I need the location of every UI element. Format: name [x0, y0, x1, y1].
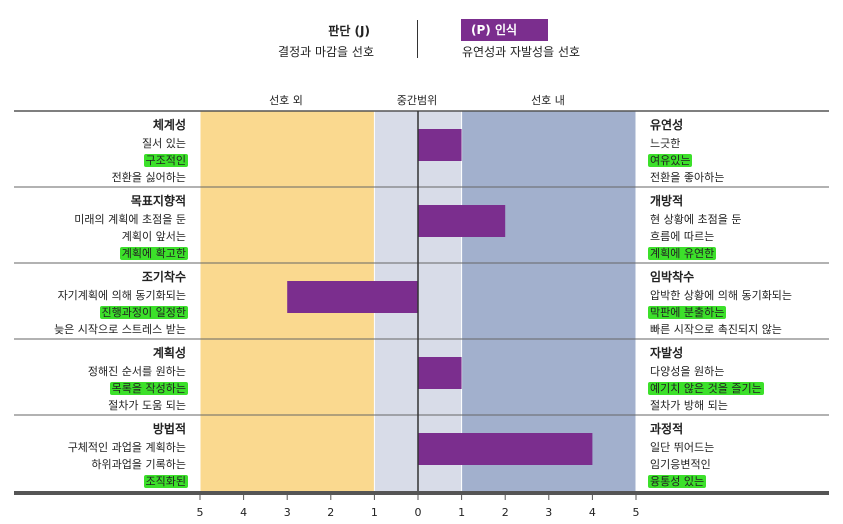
right-trait-line: 일단 뛰어드는 [650, 441, 715, 454]
zone-label-middle: 중간범위 [396, 94, 438, 107]
highlight-mark: 계획에 확고한 [119, 247, 188, 260]
right-header-subtitle: 유연성과 자발성을 선호 [462, 45, 581, 59]
right-trait-title: 임박착수 [650, 270, 695, 284]
right-trait-title: 유연성 [650, 118, 684, 132]
left-trait-title: 방법적 [152, 422, 186, 436]
right-trait-line: 빠른 시작으로 촉진되지 않는 [650, 323, 782, 336]
right-trait-line: 느긋한 [650, 137, 681, 150]
x-tick-label: 1 [458, 506, 465, 519]
right-trait-title: 과정적 [650, 422, 684, 436]
left-trait-line: 미래의 계획에 초점을 둔 [74, 213, 186, 226]
left-trait-line: 늦은 시작으로 스트레스 받는 [54, 323, 186, 336]
x-axis-bar [14, 491, 829, 495]
left-trait-line: 목록을 작성하는 [109, 381, 188, 397]
x-tick-label: 2 [502, 506, 509, 519]
left-trait-line: 전환을 싫어하는 [111, 171, 186, 184]
right-trait-line: 예기치 않은 것을 즐기는 [648, 381, 764, 397]
left-trait-title: 조기착수 [141, 270, 186, 284]
right-trait-line: 계획에 유연한 [648, 246, 717, 262]
x-tick-label: 4 [589, 506, 596, 519]
bar [418, 129, 462, 161]
right-trait-line: 절차가 방해 되는 [650, 399, 728, 412]
highlight-mark: 융통성 있는 [648, 475, 707, 488]
highlight-mark: 진행과정이 일정한 [99, 306, 188, 319]
left-trait-title: 목표지향적 [130, 194, 186, 208]
right-trait-line: 막판에 분출하는 [648, 305, 727, 321]
left-trait-line: 질서 있는 [142, 137, 186, 150]
highlight-mark: 여유있는 [648, 154, 693, 167]
right-header-badge: (P) 인식 [461, 19, 548, 41]
header-divider [417, 20, 418, 58]
bar [418, 433, 593, 465]
left-trait-line: 구체적인 과업을 계획하는 [67, 441, 186, 454]
highlight-mark: 구조적인 [143, 154, 188, 167]
bar [418, 357, 462, 389]
left-trait-line: 구조적인 [143, 153, 188, 169]
highlight-mark: 목록을 작성하는 [109, 382, 188, 395]
right-trait-line: 다양성을 원하는 [650, 365, 725, 378]
highlight-mark: 막판에 분출하는 [648, 306, 727, 319]
highlight-mark: 조직화된 [143, 475, 188, 488]
x-tick-label: 2 [327, 506, 334, 519]
bar [418, 205, 506, 237]
bar [287, 281, 418, 313]
x-tick-label: 1 [371, 506, 378, 519]
right-trait-line: 흐름에 따르는 [650, 230, 715, 243]
zone-label-inner: 선호 내 [531, 94, 565, 107]
right-trait-line: 전환을 좋아하는 [650, 171, 725, 184]
left-trait-line: 정해진 순서를 원하는 [87, 365, 186, 378]
x-tick-label: 5 [197, 506, 204, 519]
right-trait-line: 임기응변적인 [650, 458, 711, 471]
left-header-subtitle: 결정과 마감을 선호 [278, 45, 374, 59]
right-trait-line: 융통성 있는 [648, 474, 707, 490]
left-header-title: 판단 (J) [328, 24, 370, 38]
left-trait-line: 진행과정이 일정한 [99, 305, 188, 321]
highlight-mark: 예기치 않은 것을 즐기는 [648, 382, 764, 395]
right-trait-line: 현 상황에 초점을 둔 [650, 213, 742, 226]
zone-label-outer: 선호 외 [269, 94, 303, 107]
left-trait-line: 계획이 앞서는 [121, 230, 186, 243]
x-tick-label: 5 [633, 506, 640, 519]
left-trait-title: 계획성 [152, 346, 186, 360]
x-tick-label: 4 [240, 506, 247, 519]
right-trait-title: 자발성 [650, 346, 684, 360]
x-tick-label: 0 [415, 506, 422, 519]
left-trait-line: 하위과업을 기록하는 [91, 458, 186, 471]
x-tick-label: 3 [284, 506, 291, 519]
zone-inner-right [461, 111, 636, 491]
right-trait-line: 압박한 상황에 의해 동기화되는 [650, 289, 793, 302]
x-tick-label: 3 [545, 506, 552, 519]
left-trait-line: 자기계획에 의해 동기화되는 [57, 289, 186, 302]
left-trait-line: 계획에 확고한 [119, 246, 188, 262]
left-trait-line: 절차가 도움 되는 [108, 399, 186, 412]
left-trait-title: 체계성 [152, 118, 186, 132]
right-trait-line: 여유있는 [648, 153, 693, 169]
right-trait-title: 개방적 [650, 194, 684, 208]
left-trait-line: 조직화된 [143, 474, 188, 490]
highlight-mark: 계획에 유연한 [648, 247, 717, 260]
